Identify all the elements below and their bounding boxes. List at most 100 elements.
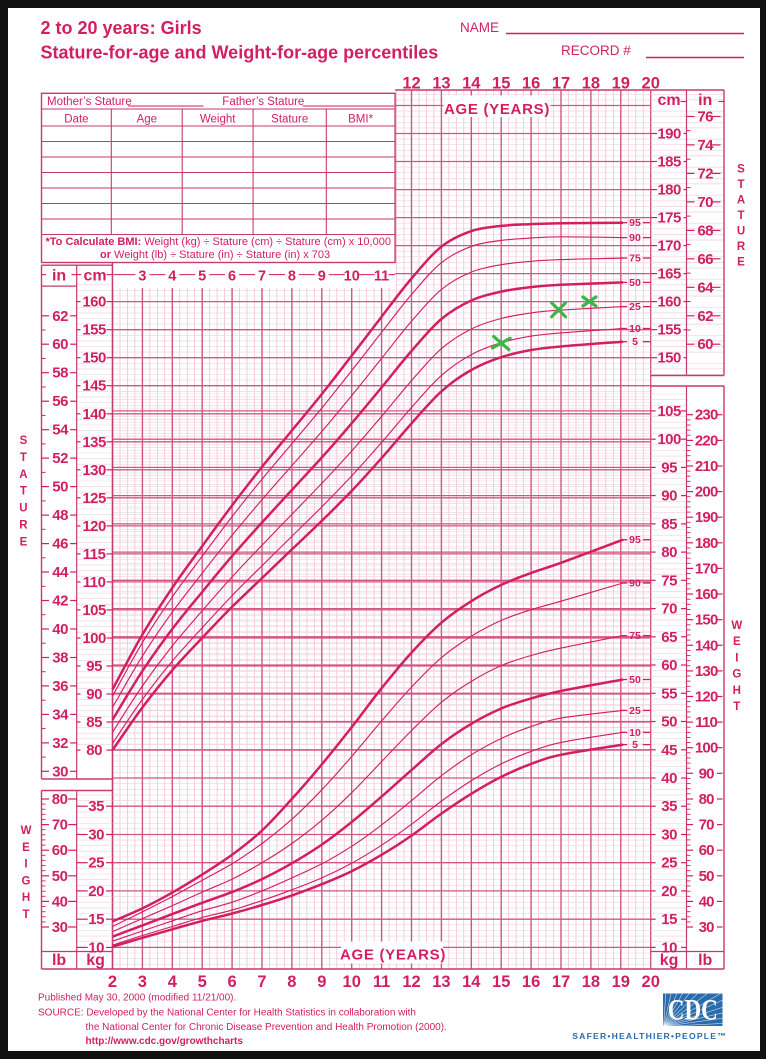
svg-text:S: S xyxy=(737,164,745,176)
svg-text:13: 13 xyxy=(432,75,450,93)
svg-text:*To Calculate BMI: Weight (kg): *To Calculate BMI: Weight (kg) ÷ Stature… xyxy=(46,236,391,248)
svg-text:19: 19 xyxy=(612,973,630,991)
svg-text:150: 150 xyxy=(657,350,681,367)
svg-text:90: 90 xyxy=(629,232,641,244)
svg-text:180: 180 xyxy=(657,182,681,199)
svg-text:50: 50 xyxy=(661,714,677,731)
svg-text:155: 155 xyxy=(657,322,681,339)
svg-text:66: 66 xyxy=(697,251,713,268)
svg-text:T: T xyxy=(22,909,29,921)
svg-text:17: 17 xyxy=(552,973,570,991)
svg-text:90: 90 xyxy=(661,488,677,505)
svg-text:cm: cm xyxy=(84,267,107,284)
svg-text:160: 160 xyxy=(695,586,718,603)
svg-text:7: 7 xyxy=(258,269,266,285)
svg-text:2 to 20 years: Girls: 2 to 20 years: Girls xyxy=(41,18,202,38)
svg-text:95: 95 xyxy=(86,658,102,675)
svg-text:145: 145 xyxy=(82,378,106,395)
svg-text:5: 5 xyxy=(198,269,206,285)
svg-text:220: 220 xyxy=(695,432,718,449)
svg-text:150: 150 xyxy=(695,612,718,629)
svg-text:105: 105 xyxy=(82,602,106,619)
svg-text:40: 40 xyxy=(52,893,68,910)
svg-text:16: 16 xyxy=(522,973,540,991)
svg-text:160: 160 xyxy=(82,294,106,311)
svg-text:18: 18 xyxy=(582,75,600,93)
svg-text:3: 3 xyxy=(138,973,147,991)
svg-text:T: T xyxy=(20,486,27,498)
svg-text:25: 25 xyxy=(661,855,677,872)
svg-text:120: 120 xyxy=(82,518,106,535)
svg-text:75: 75 xyxy=(629,630,641,642)
svg-text:4: 4 xyxy=(168,269,176,285)
svg-text:170: 170 xyxy=(695,560,718,577)
svg-text:G: G xyxy=(22,875,31,887)
svg-text:the National Center for Chroni: the National Center for Chronic Disease … xyxy=(86,1022,447,1033)
svg-text:15: 15 xyxy=(661,911,677,928)
svg-text:T: T xyxy=(733,701,740,713)
svg-text:140: 140 xyxy=(82,406,106,423)
svg-text:80: 80 xyxy=(52,791,68,808)
svg-text:70: 70 xyxy=(697,194,713,211)
svg-text:3: 3 xyxy=(138,269,146,285)
svg-text:Weight: Weight xyxy=(200,114,236,126)
svg-text:50: 50 xyxy=(52,479,68,496)
svg-text:75: 75 xyxy=(661,572,677,589)
svg-text:5: 5 xyxy=(632,336,638,348)
svg-text:50: 50 xyxy=(629,277,641,289)
svg-text:80: 80 xyxy=(661,544,677,561)
svg-text:10: 10 xyxy=(88,939,104,956)
svg-text:230: 230 xyxy=(695,407,718,424)
svg-text:110: 110 xyxy=(695,714,717,731)
svg-text:Age: Age xyxy=(137,114,157,126)
svg-text:kg: kg xyxy=(86,952,105,969)
svg-text:10: 10 xyxy=(343,973,361,991)
svg-text:50: 50 xyxy=(699,868,715,885)
svg-text:http://www.cdc.gov/growthchart: http://www.cdc.gov/growthcharts xyxy=(86,1036,244,1047)
svg-text:72: 72 xyxy=(697,165,713,182)
svg-text:14: 14 xyxy=(462,973,481,991)
svg-text:45: 45 xyxy=(661,742,677,759)
svg-text:80: 80 xyxy=(699,791,715,808)
svg-text:40: 40 xyxy=(52,621,68,638)
svg-text:70: 70 xyxy=(52,817,68,834)
svg-text:90: 90 xyxy=(699,765,715,782)
svg-text:lb: lb xyxy=(52,952,66,969)
svg-text:U: U xyxy=(19,503,27,515)
svg-text:115: 115 xyxy=(83,546,106,563)
svg-text:RECORD #: RECORD # xyxy=(561,43,631,58)
svg-text:in: in xyxy=(698,92,712,109)
svg-text:62: 62 xyxy=(52,308,68,325)
svg-text:or Weight (lb) ÷ Stature (in): or Weight (lb) ÷ Stature (in) ÷ Stature … xyxy=(100,249,330,261)
svg-text:E: E xyxy=(20,536,28,548)
svg-text:30: 30 xyxy=(699,919,715,936)
svg-text:130: 130 xyxy=(82,462,106,479)
svg-text:100: 100 xyxy=(82,630,106,647)
svg-text:55: 55 xyxy=(661,685,677,702)
svg-text:50: 50 xyxy=(629,674,641,686)
svg-text:74: 74 xyxy=(697,137,714,154)
svg-text:I: I xyxy=(735,652,738,664)
svg-text:8: 8 xyxy=(287,973,296,991)
svg-text:A: A xyxy=(19,469,27,481)
svg-text:140: 140 xyxy=(695,637,718,654)
svg-text:SOURCE: Developed by the Natio: SOURCE: Developed by the National Center… xyxy=(38,1007,416,1018)
svg-text:42: 42 xyxy=(52,593,68,610)
svg-text:52: 52 xyxy=(52,450,68,467)
svg-text:62: 62 xyxy=(697,308,713,325)
svg-text:95: 95 xyxy=(629,534,641,546)
svg-text:E: E xyxy=(733,636,741,648)
svg-text:R: R xyxy=(19,520,28,532)
svg-text:100: 100 xyxy=(695,740,718,757)
svg-text:13: 13 xyxy=(432,973,450,991)
svg-text:25: 25 xyxy=(629,705,641,717)
svg-text:30: 30 xyxy=(88,827,104,844)
svg-text:180: 180 xyxy=(695,535,718,552)
svg-text:BMI*: BMI* xyxy=(348,114,373,126)
svg-text:lb: lb xyxy=(698,952,712,969)
svg-text:cm: cm xyxy=(658,92,681,109)
svg-text:Date: Date xyxy=(64,114,88,126)
svg-text:15: 15 xyxy=(492,973,510,991)
svg-text:135: 135 xyxy=(82,434,106,451)
svg-text:10: 10 xyxy=(629,727,641,739)
